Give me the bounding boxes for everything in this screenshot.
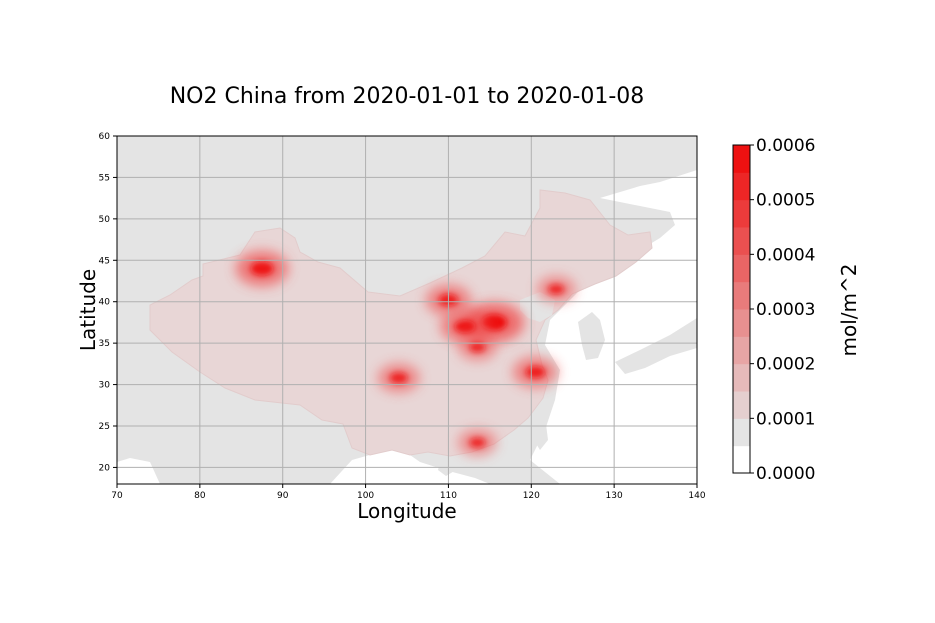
chart-title: NO2 China from 2020-01-01 to 2020-01-08 — [170, 84, 645, 109]
hainan-island — [438, 460, 456, 476]
colorbar-tick-label: 0.0001 — [756, 409, 815, 429]
hotspot-core — [525, 366, 546, 379]
y-tick-label: 55 — [99, 173, 110, 183]
colorbar-segment — [733, 309, 750, 337]
hotspot-core — [389, 372, 408, 384]
y-axis-label: Latitude — [76, 269, 100, 351]
colorbar-segment — [733, 145, 750, 173]
x-tick-label: 110 — [440, 491, 457, 501]
x-tick-label: 100 — [357, 491, 374, 501]
colorbar-tick-label: 0.0000 — [756, 464, 815, 484]
colorbar-segment — [733, 363, 750, 392]
colorbar-tick-label: 0.0003 — [756, 300, 815, 320]
x-axis: 70 80 90 100 110 120 130 140 — [111, 484, 706, 501]
hotspot-core — [454, 320, 476, 334]
hotspot-core — [250, 261, 274, 276]
colorbar-segment — [733, 199, 750, 228]
hotspot-core — [548, 284, 565, 295]
colorbar-segment — [733, 391, 750, 419]
y-tick-label: 60 — [99, 132, 111, 142]
colorbar-tick-label: 0.0002 — [756, 355, 815, 375]
x-axis-label: Longitude — [357, 499, 456, 523]
colorbar-segment — [733, 281, 750, 310]
y-tick-label: 25 — [99, 422, 110, 432]
y-tick-label: 45 — [99, 256, 110, 266]
x-tick-label: 140 — [688, 491, 705, 501]
y-tick-label: 30 — [99, 381, 111, 391]
y-tick-label: 40 — [99, 298, 111, 308]
korea-peninsula — [578, 312, 605, 360]
x-tick-label: 130 — [606, 491, 623, 501]
y-axis: 20 25 30 35 40 45 50 55 60 — [99, 132, 117, 473]
colorbar-tick-label: 0.0006 — [756, 136, 815, 156]
x-tick-label: 80 — [194, 491, 206, 501]
colorbar-segment — [733, 445, 750, 474]
x-tick-label: 90 — [277, 491, 289, 501]
colorbar-segment — [733, 418, 750, 447]
hotspot-core — [469, 342, 486, 353]
y-tick-label: 35 — [99, 339, 110, 349]
x-tick-label: 70 — [111, 491, 123, 501]
hotspot-core — [469, 437, 486, 448]
x-tick-label: 120 — [523, 491, 540, 501]
colorbar-segment — [733, 227, 750, 255]
colorbar-segment — [733, 172, 750, 201]
plot-area — [116, 135, 698, 485]
y-tick-label: 20 — [99, 463, 111, 473]
colorbar-tick-label: 0.0004 — [756, 245, 815, 265]
colorbar-tick-label: 0.0005 — [756, 191, 815, 211]
plot-border — [116, 135, 698, 485]
japan-islands — [615, 318, 697, 374]
colorbar-label: mol/m^2 — [837, 264, 861, 357]
colorbar: 0.0000 0.0001 0.0002 0.0003 0.0004 0.0005 0.00… — [732, 136, 815, 484]
colorbar-segment — [733, 336, 750, 365]
grid-lines — [117, 136, 697, 484]
taiwan-island — [535, 424, 548, 450]
colorbar-segment — [733, 254, 750, 283]
y-tick-label: 50 — [99, 215, 111, 225]
